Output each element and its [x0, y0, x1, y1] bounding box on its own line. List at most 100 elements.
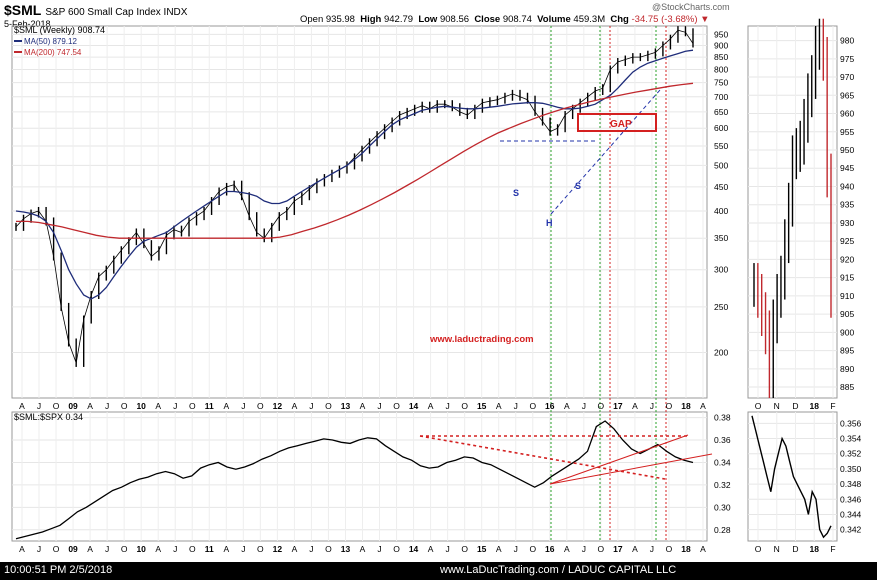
main-x-tick-label: J [105, 401, 109, 411]
ratio-x-tick-label: 15 [477, 544, 487, 554]
main-x-tick-label: 14 [409, 401, 419, 411]
main-y-tick-label: 800 [714, 64, 728, 74]
ratio-x-tick-label: 16 [545, 544, 555, 554]
chart-date: 5-Feb-2018 [4, 19, 51, 29]
ratio-x-tick-label: J [37, 544, 41, 554]
vertical-marker-lines [550, 26, 667, 541]
main-x-tick-label: O [121, 401, 128, 411]
daily-x-tick-label: 18 [810, 401, 820, 411]
ratio-x-tick-label: A [223, 544, 229, 554]
volume-value: 459.3M [573, 14, 606, 25]
gap-box [577, 113, 657, 132]
daily-y-tick-label: 925 [840, 236, 854, 246]
daily-ratio-x-tick-label: N [774, 544, 780, 554]
footer-bar: 10:00:51 PM 2/5/2018 www.LaDucTrading.co… [0, 562, 877, 580]
ratio-y-tick-label: 0.28 [714, 525, 731, 535]
ratio-legend: $SML:$SPX 0.34 [14, 412, 83, 422]
main-y-tick-label: 850 [714, 52, 728, 62]
main-y-tick-label: 500 [714, 160, 728, 170]
head-label: H [546, 218, 553, 228]
ratio-x-tick-label: O [598, 544, 605, 554]
ratio-channel-upper [549, 434, 689, 485]
main-y-tick-label: 900 [714, 40, 728, 50]
panel-frames [11, 25, 838, 542]
ratio-x-tick-label: A [632, 544, 638, 554]
ratio-x-tick-label: A [155, 544, 161, 554]
watermark: www.laductrading.com [429, 334, 534, 345]
daily-y-tick-label: 920 [840, 254, 854, 264]
daily-y-tick-label: 980 [840, 36, 854, 46]
main-x-tick-label: J [514, 401, 518, 411]
ratio-x-tick-label: O [529, 544, 536, 554]
daily-ratio-y-tick-label: 0.352 [840, 449, 862, 459]
close-label: Close [474, 14, 501, 25]
ratio-x-tick-label: O [189, 544, 196, 554]
ratio-channel-lower [549, 453, 713, 485]
close-value: 908.74 [502, 14, 532, 25]
daily-y-tick-label: 910 [840, 291, 854, 301]
axis-labels: 200 250 300 350 400 450 500 550 600 650 700 750 800 8… [19, 29, 861, 554]
legend-main: $SML (Weekly) 908.74 [14, 25, 105, 35]
legend: $SML (Weekly) 908.74 MA(50) 879.12 MA(20… [14, 25, 105, 422]
daily-x-tick-label: D [792, 401, 798, 411]
daily-y-tick-label: 905 [840, 309, 854, 319]
main-x-tick-label: O [189, 401, 196, 411]
main-x-tick-label: O [598, 401, 605, 411]
daily-ratio-x-tick-label: 18 [810, 544, 820, 554]
gridlines [12, 26, 837, 541]
ratio-x-tick-label: A [564, 544, 570, 554]
main-x-tick-label: O [666, 401, 673, 411]
footer-timestamp: 10:00:51 PM 2/5/2018 [4, 564, 113, 576]
ratio-x-tick-label: O [461, 544, 468, 554]
main-y-tick-label: 350 [714, 233, 728, 243]
ratio-x-tick-label: 18 [681, 544, 691, 554]
legend-ma50: MA(50) 879.12 [24, 37, 77, 46]
stockcharts-credit: @StockCharts.com [652, 2, 730, 12]
daily-y-tick-label: 885 [840, 382, 854, 392]
main-y-tick-label: 750 [714, 78, 728, 88]
main-x-tick-label: A [19, 401, 25, 411]
main-y-tick-label: 950 [714, 29, 728, 39]
low-label: Low [418, 14, 438, 25]
ratio-y-tick-label: 0.36 [714, 435, 731, 445]
main-x-tick-label: A [155, 401, 161, 411]
main-x-tick-label: 18 [681, 401, 691, 411]
main-y-tick-label: 600 [714, 123, 728, 133]
daily-x-tick-label: F [830, 401, 835, 411]
daily-ratio-y-tick-label: 0.348 [840, 479, 862, 489]
ratio-x-tick-label: O [121, 544, 128, 554]
daily-y-tick-label: 970 [840, 72, 854, 82]
main-x-tick-label: O [461, 401, 468, 411]
main-y-tick-label: 200 [714, 347, 728, 357]
low-value: 908.56 [439, 14, 470, 25]
main-x-tick-label: 16 [545, 401, 555, 411]
main-x-tick-label: A [632, 401, 638, 411]
ratio-x-tick-label: 13 [341, 544, 351, 554]
daily-ratio-y-tick-label: 0.356 [840, 418, 862, 428]
daily-ratio-x-tick-label: F [830, 544, 835, 554]
daily-ratio-y-tick-label: 0.346 [840, 494, 862, 504]
price-line [15, 29, 694, 365]
daily-ratio-panel-frame [747, 411, 838, 542]
ratio-x-tick-label: O [393, 544, 400, 554]
main-x-tick-label: O [325, 401, 332, 411]
left-shoulder-label: S [513, 188, 519, 198]
daily-y-tick-label: 900 [840, 327, 854, 337]
main-x-tick-label: A [87, 401, 93, 411]
ratio-x-tick-label: J [309, 544, 313, 554]
main-y-tick-label: 400 [714, 206, 728, 216]
ratio-y-tick-label: 0.38 [714, 413, 731, 423]
daily-y-tick-label: 960 [840, 109, 854, 119]
ratio-panel-frame [11, 411, 708, 542]
open-label: Open [300, 14, 324, 25]
main-x-tick-label: A [700, 401, 706, 411]
main-x-tick-label: J [37, 401, 41, 411]
daily-y-tick-label: 965 [840, 90, 854, 100]
ratio-x-tick-label: A [700, 544, 706, 554]
ratio-x-tick-label: J [241, 544, 245, 554]
ratio-x-tick-label: A [292, 544, 298, 554]
main-x-tick-label: 15 [477, 401, 487, 411]
ma200-line [16, 82, 694, 239]
ratio-x-tick-label: J [173, 544, 177, 554]
ma50-line [15, 49, 694, 300]
